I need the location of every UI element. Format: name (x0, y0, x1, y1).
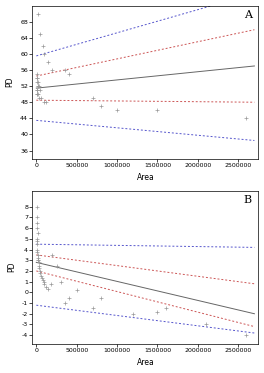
Point (36, 91, 40, 97)
Point (131, 311, 135, 317)
Point (35, 71, 39, 77)
Point (36, 252, 40, 258)
Point (34, 79, 39, 85)
Point (35, 231, 40, 236)
Point (35, 91, 40, 97)
Point (34, 236, 39, 242)
Point (155, 107, 160, 113)
Text: A: A (244, 10, 252, 20)
Point (244, 332, 248, 338)
Point (36, 257, 40, 263)
Point (75, 287, 79, 293)
Point (35, 91, 39, 97)
Point (35, 87, 39, 93)
Point (41, 43, 45, 49)
Point (46, 286, 50, 292)
Point (38, 31, 43, 37)
Point (35, 238, 39, 244)
Point (67, 295, 71, 301)
Point (42, 51, 46, 57)
Point (42, 281, 46, 287)
Point (35, 220, 39, 226)
Point (37, 83, 41, 89)
Point (37, 268, 42, 274)
Point (39, 95, 43, 101)
Point (54, 263, 59, 269)
Point (37, 265, 41, 271)
X-axis label: Area: Area (136, 173, 154, 182)
Point (37, 263, 41, 269)
Y-axis label: PD: PD (7, 262, 16, 272)
Point (49, 281, 53, 287)
Point (36, 259, 41, 265)
Point (39, 273, 43, 279)
Point (36, 255, 40, 261)
Point (91, 95, 95, 101)
Point (163, 305, 168, 311)
Point (50, 67, 55, 73)
Point (36, 95, 41, 101)
Point (35, 204, 39, 210)
Point (35, 75, 39, 81)
Point (63, 67, 67, 73)
Point (35, 79, 40, 85)
Point (155, 308, 160, 314)
Point (35, 225, 39, 231)
Text: B: B (243, 195, 252, 205)
Point (46, 59, 50, 65)
Point (99, 103, 103, 109)
Point (36, 83, 40, 89)
Point (40, 275, 44, 281)
Point (63, 300, 67, 306)
Point (50, 252, 55, 258)
Point (35, 241, 39, 247)
Point (35, 75, 39, 81)
Point (67, 71, 71, 77)
Point (115, 107, 119, 113)
Point (35, 87, 39, 93)
Point (58, 279, 63, 285)
Point (99, 295, 103, 301)
Point (35, 249, 40, 255)
Point (37, 87, 42, 93)
Point (244, 115, 248, 121)
Point (44, 284, 48, 290)
Point (41, 279, 46, 285)
Point (36, 83, 40, 89)
Point (38, 270, 43, 276)
Point (44, 99, 48, 105)
Y-axis label: PD: PD (6, 77, 15, 87)
Point (35, 247, 39, 253)
X-axis label: Area: Area (136, 358, 154, 367)
Point (41, 276, 45, 282)
Point (204, 322, 208, 327)
Point (41, 99, 46, 105)
Point (36, 10, 40, 16)
Point (35, 214, 39, 220)
Point (91, 305, 95, 311)
Point (36, 257, 40, 263)
